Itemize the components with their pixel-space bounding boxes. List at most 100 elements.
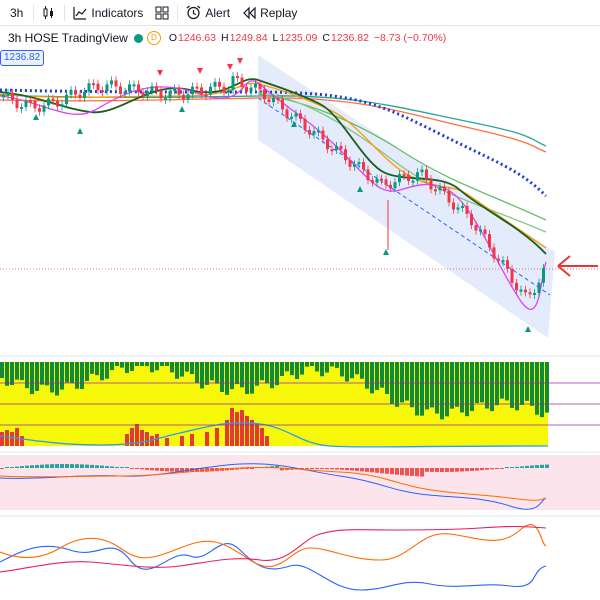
macd-bar: [485, 468, 489, 470]
candle: [411, 176, 415, 187]
candle: [195, 82, 199, 93]
macd-bar: [115, 466, 119, 468]
close-value: 1236.82: [330, 32, 369, 44]
alert-button[interactable]: Alert: [180, 0, 236, 26]
candle: [326, 135, 329, 154]
histogram-bar: [110, 362, 114, 371]
histogram-bar: [170, 362, 174, 373]
macd-bar: [505, 467, 509, 468]
change-value: −8.73 (−0.70%): [373, 32, 447, 44]
candle: [380, 174, 383, 185]
candle: [78, 90, 82, 102]
candle: [60, 100, 64, 111]
macd-bar: [340, 468, 344, 470]
macd-bar: [490, 468, 494, 470]
candle: [375, 174, 379, 187]
chart-type-button[interactable]: [36, 0, 62, 26]
histogram-red-bar: [125, 434, 129, 446]
macd-bar: [125, 467, 129, 468]
candle: [510, 264, 514, 287]
low-key: L: [272, 32, 279, 44]
candle: [101, 86, 104, 97]
candle: [515, 278, 518, 295]
candle: [321, 126, 325, 144]
histogram-red-bar: [180, 436, 184, 446]
histogram-red-bar: [140, 430, 144, 446]
candle: [407, 170, 410, 185]
market-status-icon: [133, 33, 143, 43]
replay-button[interactable]: Replay: [236, 0, 303, 26]
alert-icon: [186, 5, 201, 20]
candle: [218, 77, 221, 91]
macd-bar: [420, 468, 424, 477]
histogram-bar: [485, 362, 489, 409]
macd-bar: [320, 468, 324, 470]
histogram-bar: [200, 362, 204, 389]
histogram-bar: [10, 362, 14, 386]
macd-bar: [175, 468, 179, 472]
candle: [425, 165, 428, 184]
candle: [501, 256, 505, 267]
histogram-bar: [155, 362, 159, 371]
candle: [47, 94, 50, 110]
indicators-button[interactable]: Indicators: [67, 0, 149, 26]
macd-bar: [500, 468, 504, 469]
candle: [389, 180, 392, 193]
interval-button[interactable]: 3h: [0, 0, 31, 26]
candle: [474, 221, 478, 235]
candle: [200, 83, 203, 99]
macd-bar: [440, 468, 444, 472]
symbol-title[interactable]: 3h HOSE TradingView: [8, 31, 128, 45]
candle: [533, 289, 536, 300]
candle: [2, 91, 5, 102]
candle: [443, 182, 446, 196]
histogram-bar: [330, 362, 334, 367]
macd-bar: [200, 468, 204, 472]
candle: [299, 109, 302, 123]
histogram-bar: [530, 362, 534, 406]
candle: [227, 86, 230, 97]
macd-bar: [400, 468, 404, 476]
histogram-red-bar: [10, 432, 14, 446]
histogram-bar: [210, 362, 214, 381]
histogram-red-bar: [155, 434, 159, 446]
histogram-bar: [340, 362, 344, 377]
macd-bar: [390, 468, 394, 475]
histogram-bar: [230, 362, 234, 390]
candle: [276, 94, 280, 105]
histogram-bar: [300, 362, 304, 375]
histogram-bar: [465, 362, 469, 417]
histogram-bar: [190, 362, 194, 375]
candle: [182, 90, 185, 104]
macd-bar: [140, 468, 144, 470]
candle: [402, 170, 406, 181]
macd-bar: [300, 468, 304, 470]
dmi-plus: [0, 543, 547, 591]
histogram-bar: [505, 362, 509, 401]
candle: [146, 87, 149, 101]
histogram-bar: [90, 362, 94, 374]
macd-bar: [45, 464, 49, 468]
candle: [267, 95, 271, 107]
histogram-bar: [215, 362, 219, 384]
histogram-red-bar: [165, 438, 169, 446]
indicators-icon: [73, 6, 87, 20]
candle: [456, 203, 460, 214]
candle: [528, 288, 532, 299]
macd-bar: [285, 468, 289, 471]
macd-bar: [540, 464, 544, 468]
candle: [506, 256, 509, 273]
candle: [488, 230, 491, 252]
macd-bar: [95, 465, 99, 468]
candle: [128, 80, 131, 96]
layout-button[interactable]: [149, 0, 175, 26]
macd-bar: [535, 465, 539, 468]
candle: [479, 225, 482, 236]
candle: [245, 82, 248, 96]
candle: [290, 112, 293, 123]
histogram-bar: [375, 362, 379, 391]
histogram-bar: [115, 362, 119, 366]
histogram-bar: [270, 362, 274, 389]
histogram-bar: [195, 362, 199, 384]
